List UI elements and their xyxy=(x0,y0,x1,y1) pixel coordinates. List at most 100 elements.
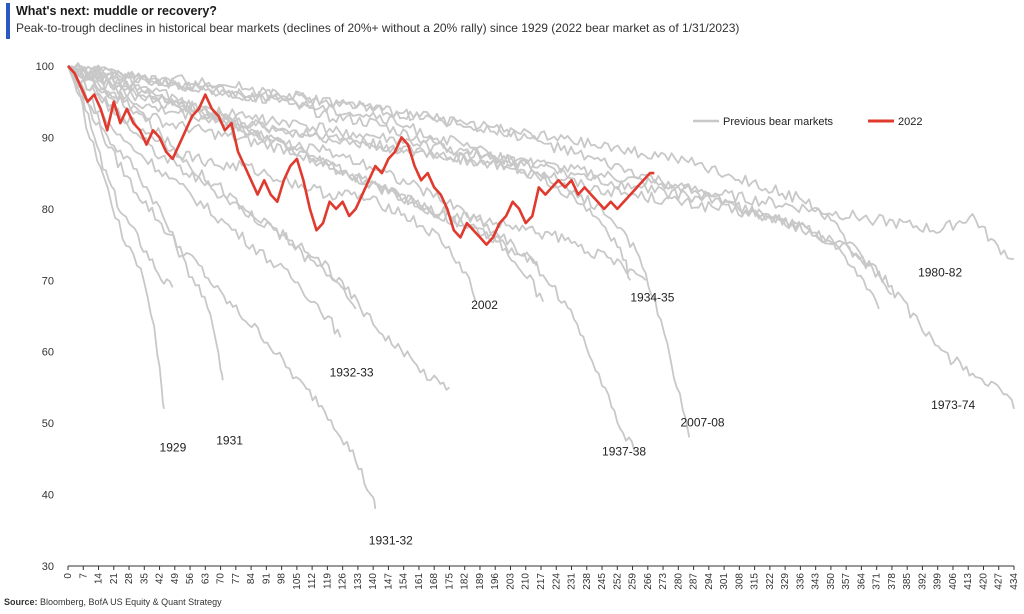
series-line-1946-47 xyxy=(67,65,357,310)
x-tick-label: 336 xyxy=(795,573,806,590)
series-label-1932-33: 1932-33 xyxy=(330,366,374,380)
legend-2022-label: 2022 xyxy=(898,116,922,128)
x-tick-label: 280 xyxy=(673,573,684,590)
y-tick-label: 60 xyxy=(42,347,54,359)
y-tick-label: 70 xyxy=(42,275,54,287)
x-tick-label: 7 xyxy=(78,573,89,579)
series-layer xyxy=(67,62,1015,510)
series-line-2007-08 xyxy=(67,65,691,438)
x-tick-label: 84 xyxy=(246,573,257,585)
series-line-2000-01 xyxy=(67,62,871,267)
x-tick-label: 343 xyxy=(811,573,822,590)
series-label-1973-74: 1973-74 xyxy=(931,398,975,412)
x-tick-label: 196 xyxy=(490,573,501,590)
chart-title: What's next: muddle or recovery? xyxy=(16,4,217,18)
x-tick-label: 112 xyxy=(307,573,318,589)
series-line-2022 xyxy=(67,65,655,246)
legend: Previous bear markets 2022 xyxy=(693,116,922,128)
x-tick-label: 56 xyxy=(185,573,196,585)
x-tick-label: 161 xyxy=(414,573,425,590)
series-label-1980-82: 1980-82 xyxy=(918,266,962,280)
y-tick-label: 50 xyxy=(42,418,54,430)
series-line-1932-33 xyxy=(67,65,342,338)
x-tick-label: 217 xyxy=(536,573,547,590)
x-tick-label: 105 xyxy=(292,573,303,590)
source-text: Bloomberg, BofA US Equity & Quant Strate… xyxy=(40,597,222,607)
series-label-1931-32: 1931-32 xyxy=(369,534,413,548)
x-tick-label: 399 xyxy=(933,573,944,590)
x-tick-label: 294 xyxy=(704,573,715,590)
x-tick-label: 420 xyxy=(978,573,989,590)
x-tick-label: 147 xyxy=(383,573,394,590)
series-line-1937-38 xyxy=(67,65,636,452)
y-tick-label: 90 xyxy=(42,132,54,144)
x-tick-label: 266 xyxy=(643,573,654,590)
series-line-1931-32 xyxy=(67,65,377,510)
y-tick-label: 80 xyxy=(42,204,54,216)
x-tick-label: 427 xyxy=(994,573,1005,590)
x-tick-label: 63 xyxy=(200,573,211,585)
x-tick-label: 119 xyxy=(322,573,333,589)
series-labels: 1929 1931 1931-32 1932-33 2002 1934-35 1937-38… xyxy=(160,266,976,548)
series-label-1931: 1931 xyxy=(216,434,243,448)
x-tick-label: 259 xyxy=(628,573,639,590)
series-line-1987 xyxy=(67,65,538,267)
series-line-1962 xyxy=(67,65,451,391)
x-tick-label: 273 xyxy=(658,573,669,590)
x-tick-label: 406 xyxy=(948,573,959,590)
y-axis: 30 40 50 60 70 80 90 100 xyxy=(36,61,54,573)
series-line-1966 xyxy=(67,64,647,281)
x-tick-label: 14 xyxy=(94,573,105,585)
series-label-2002: 2002 xyxy=(471,298,498,312)
x-tick-label: 168 xyxy=(429,573,440,590)
x-tick-label: 322 xyxy=(765,573,776,590)
x-tick-label: 189 xyxy=(475,573,486,590)
x-tick-label: 98 xyxy=(277,573,288,585)
series-label-1937-38: 1937-38 xyxy=(602,444,646,458)
x-tick-label: 35 xyxy=(139,573,150,585)
y-tick-label: 100 xyxy=(36,61,54,73)
x-tick-label: 126 xyxy=(338,573,349,590)
x-tick-label: 182 xyxy=(460,573,471,590)
x-tick-label: 210 xyxy=(521,573,532,590)
series-label-2007-08: 2007-08 xyxy=(681,416,725,430)
x-tick-label: 238 xyxy=(582,573,593,590)
y-tick-label: 40 xyxy=(42,490,54,502)
x-tick-label: 329 xyxy=(780,573,791,590)
x-tick-label: 224 xyxy=(551,573,562,590)
y-tick-label: 30 xyxy=(42,561,54,573)
x-tick-label: 413 xyxy=(963,573,974,590)
x-tick-label: 154 xyxy=(399,573,410,590)
x-tick-label: 371 xyxy=(872,573,883,590)
x-tick-label: 301 xyxy=(719,573,730,590)
title-accent-bar xyxy=(6,3,10,39)
x-tick-label: 252 xyxy=(612,573,623,590)
x-tick-label: 49 xyxy=(170,573,181,585)
x-tick-label: 91 xyxy=(261,573,272,585)
x-tick-label: 315 xyxy=(750,573,761,590)
source-note: Source: Bloomberg, BofA US Equity & Quan… xyxy=(4,597,222,607)
series-line-2002 xyxy=(67,65,477,302)
x-tick-label: 231 xyxy=(567,573,578,590)
x-tick-label: 357 xyxy=(841,573,852,590)
x-tick-label: 392 xyxy=(917,573,928,590)
x-tick-label: 350 xyxy=(826,573,837,590)
x-tick-label: 28 xyxy=(124,573,135,585)
x-tick-label: 378 xyxy=(887,573,898,590)
series-label-1929: 1929 xyxy=(160,441,187,455)
x-tick-label: 364 xyxy=(856,573,867,590)
x-tick-label: 42 xyxy=(155,573,166,585)
x-tick-label: 70 xyxy=(216,573,227,585)
x-tick-label: 133 xyxy=(353,573,364,590)
x-tick-label: 77 xyxy=(231,573,242,585)
x-tick-label: 434 xyxy=(1009,573,1020,590)
x-tick-label: 245 xyxy=(597,573,608,590)
legend-previous: Previous bear markets xyxy=(693,116,834,128)
x-tick-label: 308 xyxy=(734,573,745,590)
legend-previous-label: Previous bear markets xyxy=(723,116,834,128)
x-tick-label: 203 xyxy=(505,573,516,590)
series-label-1934-35: 1934-35 xyxy=(630,291,674,305)
x-tick-label: 287 xyxy=(689,573,700,590)
x-tick-label: 21 xyxy=(109,573,120,585)
